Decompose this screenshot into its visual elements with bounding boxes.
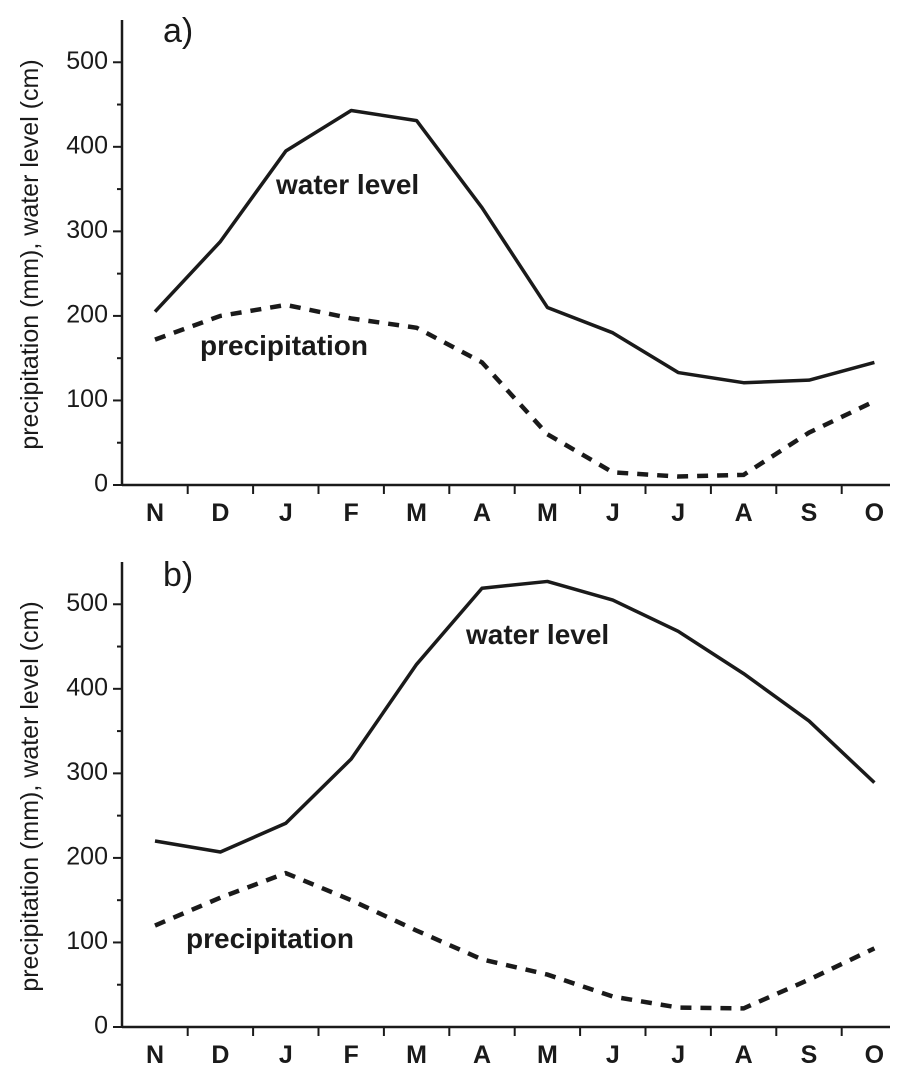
- x-tick-label: J: [279, 1041, 293, 1069]
- y-tick-label: 100: [66, 385, 108, 413]
- y-axis-label: precipitation (mm), water level (cm): [16, 601, 44, 991]
- y-tick-label: 0: [94, 470, 108, 498]
- precipitation-label: precipitation: [186, 923, 354, 954]
- x-tick-label: F: [344, 499, 359, 527]
- y-tick-label: 0: [94, 1012, 108, 1040]
- y-tick-label: 300: [66, 216, 108, 244]
- chart-panel-a: 0 100 200 300 400 500 N D J F M A M J J A S Oprecipitatio…: [16, 12, 890, 527]
- x-tick-label: J: [671, 499, 685, 527]
- precipitation-line: [154, 302, 876, 479]
- water-level-label: water level: [465, 619, 609, 650]
- water-level-line: [153, 108, 875, 385]
- x-tick-label: N: [146, 1041, 164, 1069]
- x-tick-label: A: [473, 499, 491, 527]
- precipitation-line: [154, 870, 876, 1011]
- y-tick-label: 200: [66, 301, 108, 329]
- x-tick-label: F: [344, 1041, 359, 1069]
- precipitation-label: precipitation: [200, 330, 368, 361]
- water-level-label: water level: [275, 169, 419, 200]
- x-tick-label: M: [537, 499, 558, 527]
- x-tick-label: N: [146, 499, 164, 527]
- x-tick-label: A: [735, 499, 753, 527]
- chart-panel-b: 0 100 200 300 400 500 N D J F M A M J J A S Oprecipitatio…: [16, 556, 890, 1069]
- x-tick-label: D: [211, 1041, 229, 1069]
- y-tick-label: 400: [66, 673, 108, 701]
- x-tick-label: M: [537, 1041, 558, 1069]
- x-tick-label: A: [735, 1041, 753, 1069]
- y-tick-label: 400: [66, 131, 108, 159]
- x-tick-label: M: [406, 499, 427, 527]
- x-tick-label: O: [865, 1041, 884, 1069]
- x-tick-label: D: [211, 499, 229, 527]
- x-tick-label: J: [606, 499, 620, 527]
- panel-label: a): [163, 12, 193, 50]
- x-tick-label: A: [473, 1041, 491, 1069]
- y-axis-label: precipitation (mm), water level (cm): [16, 59, 44, 449]
- y-tick-label: 100: [66, 927, 108, 955]
- y-tick-label: 200: [66, 843, 108, 871]
- x-tick-label: J: [671, 1041, 685, 1069]
- y-tick-label: 500: [66, 47, 108, 75]
- x-tick-label: J: [606, 1041, 620, 1069]
- x-tick-label: O: [865, 499, 884, 527]
- y-tick-label: 500: [66, 589, 108, 617]
- y-tick-label: 300: [66, 758, 108, 786]
- x-tick-label: S: [801, 499, 818, 527]
- x-tick-label: J: [279, 499, 293, 527]
- x-tick-label: M: [406, 1041, 427, 1069]
- water-level-line: [154, 579, 876, 854]
- x-tick-label: S: [801, 1041, 818, 1069]
- panel-label: b): [163, 556, 193, 594]
